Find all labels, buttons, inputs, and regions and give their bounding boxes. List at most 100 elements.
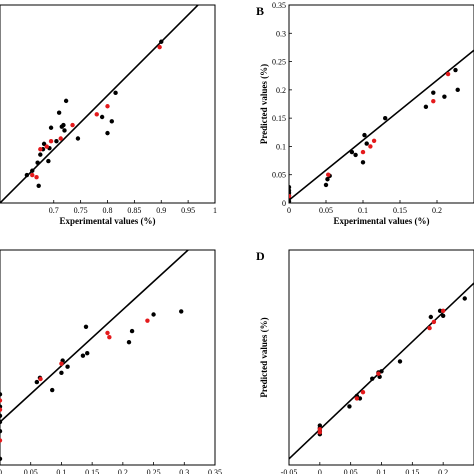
x-tick-label: 0.9 xyxy=(156,206,166,215)
data-point-black xyxy=(30,168,35,173)
data-point-black xyxy=(289,188,292,193)
data-point-black xyxy=(63,98,69,104)
data-point-red xyxy=(0,438,3,443)
data-point-red xyxy=(360,149,366,155)
y-tick-label: 0.05 xyxy=(272,171,286,180)
regression-line xyxy=(289,49,474,201)
x-tick-label: 0.35 xyxy=(208,468,222,474)
data-point-red xyxy=(317,430,323,435)
data-point-black xyxy=(379,369,384,374)
data-point-black xyxy=(24,172,30,178)
data-point-black xyxy=(48,125,54,130)
data-point-black xyxy=(0,456,3,462)
data-point-black xyxy=(383,115,388,121)
data-point-red xyxy=(431,98,436,104)
data-point-black xyxy=(353,152,358,158)
data-point-red xyxy=(38,376,43,382)
panel-a: 0.7 0.75 0.8 0.85 0.9 0.95 1 Experimental value… xyxy=(0,4,217,226)
data-point-black xyxy=(289,184,292,190)
x-tick-label: 0 xyxy=(287,206,291,215)
data-point-red xyxy=(289,194,292,199)
x-tick-label: 0.05 xyxy=(319,206,333,215)
data-point-red xyxy=(38,147,43,152)
data-point-red xyxy=(360,390,366,395)
data-point-red xyxy=(34,175,39,180)
data-point-black xyxy=(362,132,367,138)
x-axis-label: Experimental values (%) xyxy=(334,216,430,226)
data-point-red xyxy=(368,144,373,149)
data-point-black xyxy=(36,183,41,188)
plot-frame xyxy=(0,249,216,466)
data-point-red xyxy=(157,44,162,50)
y-tick-label: 0.2 xyxy=(276,86,286,95)
y-tick-label: 0.25 xyxy=(272,58,286,67)
data-point-black xyxy=(423,104,429,110)
data-point-black xyxy=(0,419,3,425)
data-point-red xyxy=(445,71,451,77)
x-tick-label: 0 xyxy=(318,468,322,474)
data-point-black xyxy=(99,114,105,120)
x-tick-label: 0.1 xyxy=(56,468,66,474)
data-point-black xyxy=(360,160,366,165)
x-tick-label: 0.3 xyxy=(179,468,189,474)
data-point-black xyxy=(437,308,443,314)
data-point-black xyxy=(428,314,434,320)
x-tick-label: 0.7 xyxy=(49,206,59,215)
y-tick-label: 0 xyxy=(282,199,286,208)
x-tick-label: 0.15 xyxy=(393,206,407,215)
x-tick-label: 0.1 xyxy=(377,468,387,474)
regression-line xyxy=(0,5,200,203)
plot-frame xyxy=(288,4,474,204)
x-tick-label: 0.95 xyxy=(181,206,195,215)
y-tick-label: 0.1 xyxy=(276,142,286,151)
panel-label: D xyxy=(256,249,265,263)
data-point-red xyxy=(317,427,323,432)
data-point-black xyxy=(34,379,40,385)
data-point-black xyxy=(50,387,55,393)
data-point-black xyxy=(54,138,59,144)
data-point-black xyxy=(317,423,323,428)
data-point-red xyxy=(105,330,110,336)
data-point-black xyxy=(159,39,164,44)
data-point-red xyxy=(30,172,35,178)
data-point-red xyxy=(145,318,150,323)
y-tick-label: 0.35 xyxy=(272,1,286,10)
data-point-black xyxy=(35,160,40,165)
y-axis-label: Predicted values (%) xyxy=(259,64,269,144)
panel-b: 0 0.05 0.1 0.15 0.2 0 0.05 0.1 0.15 0.2 0.25 0.3 0.3… xyxy=(256,1,474,226)
data-point-red xyxy=(105,104,110,109)
data-point-black xyxy=(41,141,47,147)
x-tick-label: 0.15 xyxy=(405,468,419,474)
data-point-black xyxy=(46,158,51,164)
data-point-black xyxy=(105,130,110,136)
data-point-black xyxy=(431,90,436,95)
data-point-black xyxy=(75,136,81,141)
x-tick-label: 0.15 xyxy=(85,468,99,474)
data-point-red xyxy=(440,308,446,314)
data-point-red xyxy=(326,172,331,177)
data-point-black xyxy=(323,182,329,188)
data-point-black xyxy=(59,370,64,376)
data-point-black xyxy=(85,351,90,356)
data-point-red xyxy=(94,112,99,117)
data-point-black xyxy=(397,359,403,364)
data-point-black xyxy=(62,128,67,133)
data-point-black xyxy=(109,119,115,124)
data-point-black xyxy=(370,376,375,381)
data-point-red xyxy=(70,122,75,128)
panel-d: -0.05 0 0.05 0.1 0.15 0.2 Predicted values (%)… xyxy=(256,249,474,474)
data-point-black xyxy=(442,94,447,99)
data-point-red xyxy=(376,371,381,376)
x-tick-label: 0 xyxy=(0,468,2,474)
data-point-black xyxy=(462,296,467,301)
data-point-black xyxy=(65,364,70,369)
data-point-black xyxy=(349,149,355,155)
x-tick-label: -0.05 xyxy=(281,468,298,474)
x-tick-label: 1 xyxy=(213,206,217,215)
x-tick-label: 0.05 xyxy=(24,468,38,474)
y-tick-label: 0.15 xyxy=(272,114,286,123)
data-point-black xyxy=(129,328,135,334)
data-point-black xyxy=(80,353,86,358)
data-point-black xyxy=(113,90,118,96)
